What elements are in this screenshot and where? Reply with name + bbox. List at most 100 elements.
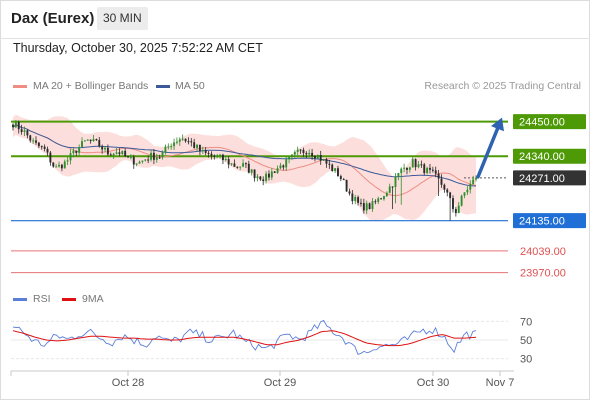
candle-body-74 <box>224 159 227 161</box>
candle-body-120 <box>357 197 360 203</box>
timeframe-badge[interactable]: 30 MIN <box>97 7 148 30</box>
candle-body-125 <box>371 201 374 210</box>
candle-body-136 <box>403 167 406 169</box>
candle-body-57 <box>175 141 178 143</box>
candle-body-160 <box>472 179 475 184</box>
candle-body-16 <box>58 164 60 167</box>
candle-body-68 <box>207 152 210 154</box>
level-label-3: 24135.00 <box>519 216 565 228</box>
header-divider <box>0 38 590 39</box>
candle-body-63 <box>193 142 196 148</box>
candle-body-23 <box>78 147 81 153</box>
ma20-legend-swatch <box>13 85 27 88</box>
candle-body-75 <box>227 159 230 165</box>
candle-body-103 <box>308 152 311 155</box>
candle-body-144 <box>426 167 429 174</box>
candle-body-107 <box>319 155 322 161</box>
candle-body-58 <box>178 139 181 142</box>
candle-body-124 <box>368 203 371 210</box>
level-label-box-2 <box>513 170 586 186</box>
candle-body-4 <box>23 130 26 132</box>
rsi-tick-70: 70 <box>520 316 532 328</box>
level-label-5: 23970.00 <box>520 268 566 280</box>
candle-body-79 <box>239 166 242 168</box>
candle-body-50 <box>155 157 158 160</box>
level-label-4: 24039.00 <box>520 246 566 258</box>
candle-body-115 <box>342 179 345 181</box>
candle-body-156 <box>460 195 463 206</box>
candle-body-25 <box>83 140 86 142</box>
candle-body-111 <box>331 164 334 171</box>
candle-body-114 <box>339 176 342 180</box>
candle-body-27 <box>89 139 92 142</box>
candle-body-83 <box>250 169 253 173</box>
candle-body-59 <box>181 138 184 140</box>
candle-body-56 <box>173 142 175 147</box>
candle-body-135 <box>400 168 403 174</box>
candle-body-143 <box>423 164 426 174</box>
candle-body-21 <box>72 150 75 154</box>
candle-body-69 <box>210 153 213 156</box>
candle-body-122 <box>362 203 365 211</box>
candle-body-66 <box>201 150 204 152</box>
candle-body-96 <box>288 157 291 160</box>
candle-body-130 <box>385 192 388 197</box>
candle-body-13 <box>49 152 52 163</box>
candle-body-158 <box>466 189 469 193</box>
x-tick-label-2: Oct 30 <box>417 377 449 389</box>
candle-body-113 <box>337 168 339 177</box>
candle-body-49 <box>152 152 155 160</box>
candle-body-119 <box>354 197 357 202</box>
candle-body-44 <box>138 161 141 164</box>
candle-body-133 <box>394 176 397 187</box>
level-label-box-3 <box>513 213 586 229</box>
candle-body-7 <box>32 140 35 142</box>
candle-body-82 <box>247 163 250 173</box>
candle-body-10 <box>40 146 43 148</box>
research-credit: Research © 2025 Trading Central <box>424 80 581 92</box>
candle-body-40 <box>127 156 129 158</box>
candle-body-55 <box>170 146 173 148</box>
candle-body-9 <box>37 142 40 147</box>
candle-body-51 <box>158 157 161 159</box>
candle-body-159 <box>469 183 472 190</box>
candle-body-67 <box>204 150 207 153</box>
rsi-ma9-line <box>12 330 477 347</box>
candle-body-131 <box>388 186 391 193</box>
candle-body-157 <box>463 192 466 196</box>
candle-body-81 <box>244 163 247 165</box>
candle-body-98 <box>293 151 296 155</box>
candle-body-8 <box>35 140 37 143</box>
candle-body-52 <box>161 152 164 158</box>
ma20-line <box>12 123 477 196</box>
level-label-1: 24340.00 <box>519 151 565 163</box>
candle-body-43 <box>135 163 138 165</box>
ma50-legend-label: MA 50 <box>175 80 205 92</box>
candle-body-45 <box>141 160 144 162</box>
candle-body-126 <box>374 201 377 203</box>
candle-body-152 <box>449 192 452 199</box>
candle-body-70 <box>213 155 216 157</box>
candle-body-76 <box>230 163 233 165</box>
candle-body-149 <box>440 178 443 185</box>
x-tick-label-3: Nov 7 <box>486 377 515 389</box>
candle-body-110 <box>328 163 331 165</box>
bollinger-band <box>13 114 476 222</box>
candle-body-77 <box>233 163 236 167</box>
rsi-tick-50: 50 <box>520 335 532 347</box>
candle-body-99 <box>296 149 299 152</box>
forecast-arrow-shaft <box>476 124 501 179</box>
candle-body-38 <box>121 150 124 155</box>
candle-body-14 <box>52 162 55 167</box>
candle-body-48 <box>150 152 152 160</box>
candle-body-5 <box>26 130 29 136</box>
candle-body-141 <box>417 164 420 168</box>
candle-body-128 <box>380 198 383 200</box>
candle-body-28 <box>92 139 95 142</box>
forecast-arrow-head <box>491 117 504 132</box>
candle-body-37 <box>118 152 121 155</box>
candle-body-47 <box>147 159 150 161</box>
candle-body-108 <box>322 159 325 161</box>
